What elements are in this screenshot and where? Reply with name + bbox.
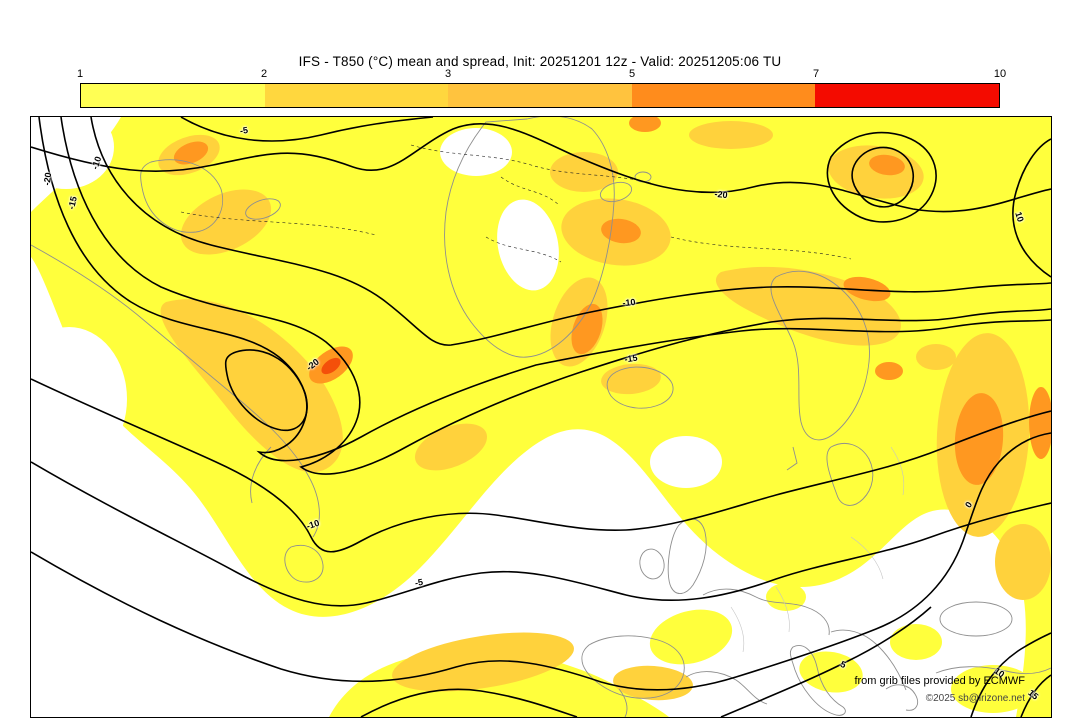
colorbar-segment bbox=[264, 84, 449, 107]
colorbar-tick-label: 1 bbox=[76, 68, 84, 80]
shading-layer-white-holes bbox=[31, 117, 722, 488]
minor-contour-layer bbox=[180, 144, 852, 263]
colorbar-segment bbox=[815, 84, 999, 107]
attribution-copyright: ©2025 sb@irizone.net bbox=[925, 693, 1025, 704]
colorbar-tick-label: 5 bbox=[628, 68, 636, 80]
shading-layer-red bbox=[321, 357, 341, 375]
colorbar-segment bbox=[81, 84, 265, 107]
colorbar-tick-label: 10 bbox=[993, 68, 1007, 80]
colorbar-tick-label: 3 bbox=[444, 68, 452, 80]
shading-layer-orange bbox=[173, 117, 1051, 485]
colorbar-tick-label: 2 bbox=[260, 68, 268, 80]
map-title: IFS - T850 (°C) mean and spread, Init: 2… bbox=[298, 54, 782, 69]
attribution-ecmwf: from grib files provided by ECMWF bbox=[854, 675, 1025, 687]
weather-map-canvas bbox=[31, 117, 1051, 717]
temperature-contour-layer bbox=[31, 117, 1051, 717]
colorbar-segment bbox=[631, 84, 816, 107]
border-layer bbox=[730, 446, 905, 653]
colorbar-segment bbox=[448, 84, 632, 107]
map-area: -5 -10 -15 -20 -20 -10 -15 -20 -10 -5 0 5 10 15 10 fro… bbox=[30, 116, 1052, 718]
colorbar-gradient bbox=[80, 83, 1000, 108]
colorbar-ticks: 1 2 3 5 7 10 bbox=[76, 68, 1006, 83]
spread-colorbar: 1 2 3 5 7 10 bbox=[76, 68, 1006, 112]
colorbar-tick-label: 7 bbox=[812, 68, 820, 80]
shading-layer-yellow bbox=[31, 117, 1051, 717]
